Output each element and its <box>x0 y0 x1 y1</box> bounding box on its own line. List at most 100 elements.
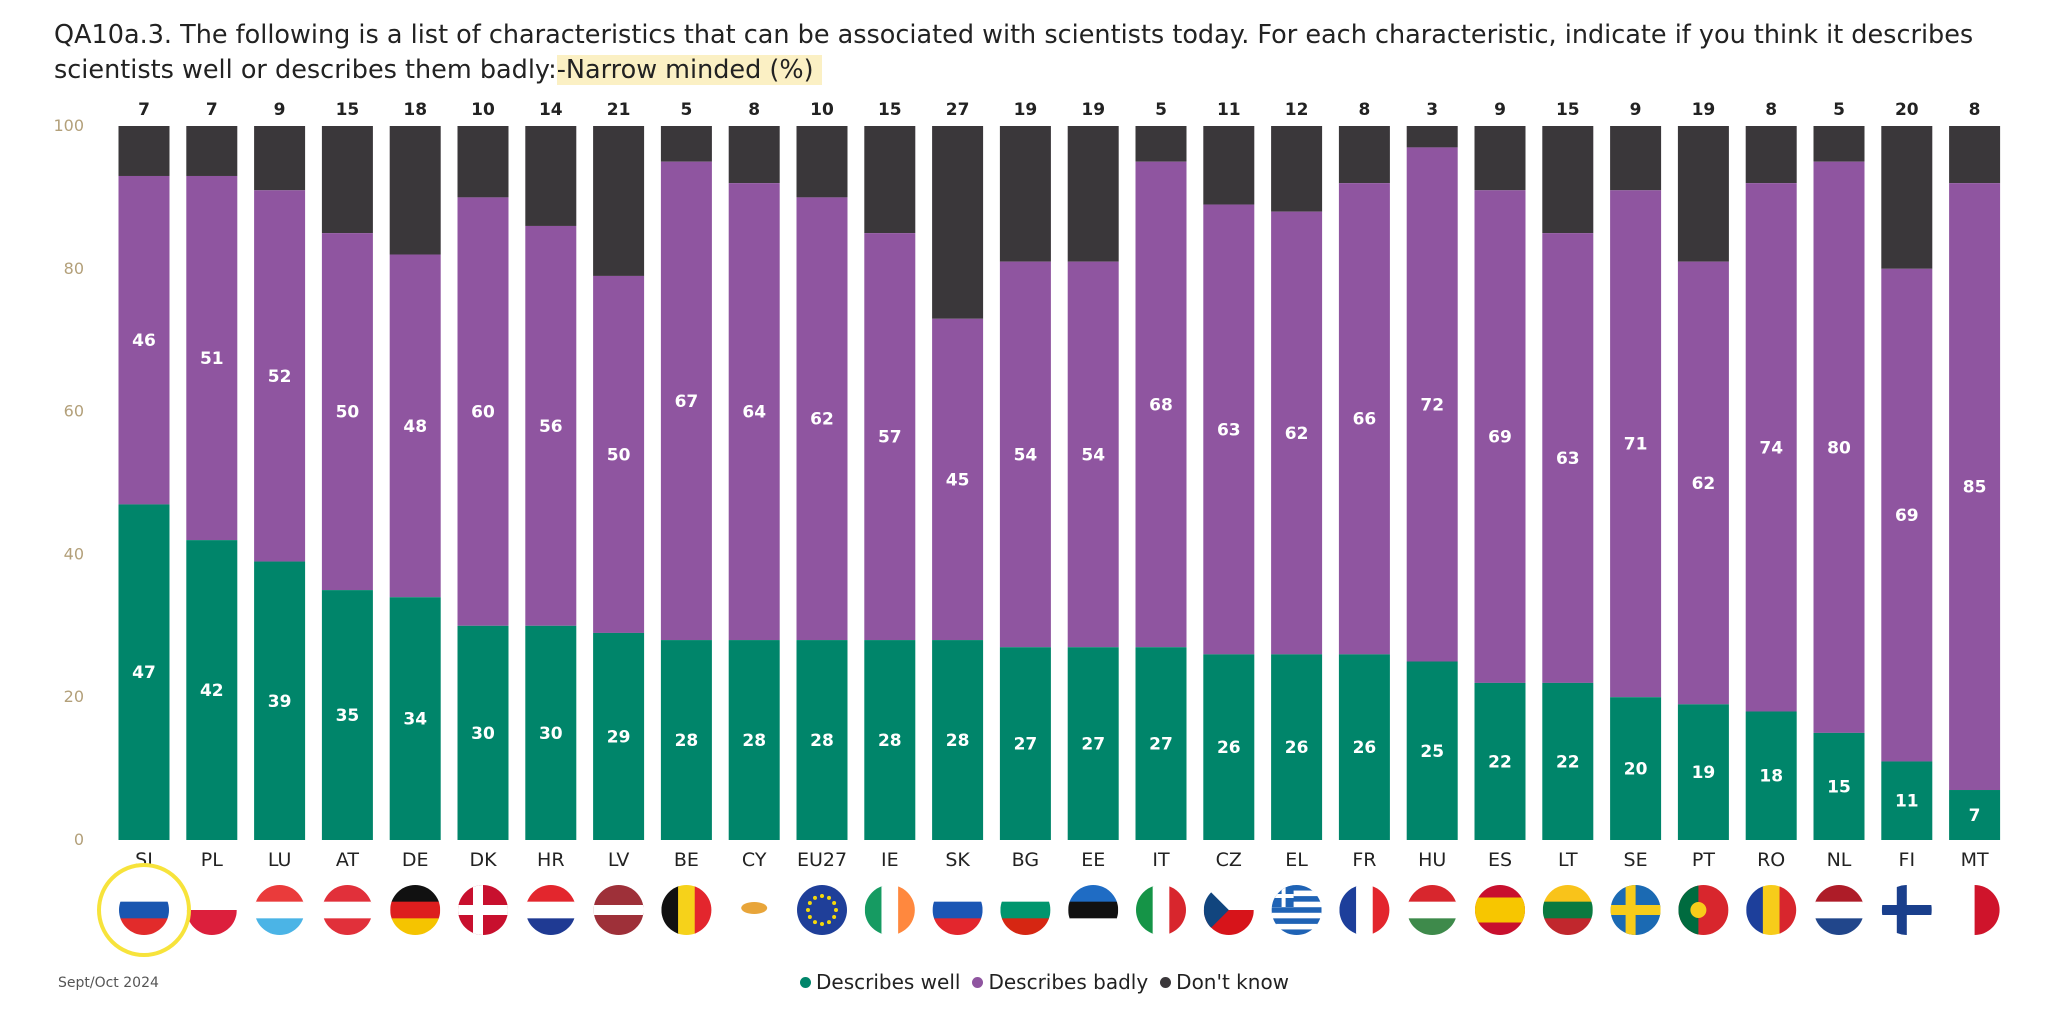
flag-se-icon <box>1610 885 1661 935</box>
bar-well <box>389 597 441 840</box>
bar-dontknow <box>1813 126 1865 162</box>
bar-dontknow <box>1881 126 1933 269</box>
data-label-badly: 74 <box>1759 438 1783 458</box>
bar-badly <box>525 225 577 626</box>
data-label-dontknow: 27 <box>946 100 970 120</box>
bar-well <box>1338 654 1390 840</box>
data-label-well: 26 <box>1217 738 1241 758</box>
flag-sk-icon <box>932 885 983 935</box>
bar-dontknow <box>1406 126 1458 148</box>
bar-well <box>796 640 848 840</box>
data-label-badly: 62 <box>1692 474 1716 494</box>
x-tick-label: AT <box>336 849 360 871</box>
data-label-well: 19 <box>1692 763 1716 783</box>
bar-badly <box>254 190 306 562</box>
flag-nl-icon <box>1814 885 1864 935</box>
x-tick-label: NL <box>1827 849 1852 871</box>
data-label-badly: 71 <box>1624 435 1648 455</box>
title-highlight: -Narrow minded (%) <box>556 55 822 85</box>
bar-dontknow <box>118 126 170 176</box>
x-tick-label: LU <box>268 849 292 871</box>
flag-ee-icon <box>1068 885 1119 935</box>
bar-group-el: 26 62 12 EL <box>1271 100 1323 871</box>
bar-group-lu: 39 52 9 LU <box>254 100 306 871</box>
legend-swatch <box>800 976 811 988</box>
data-label-well: 27 <box>1081 735 1105 755</box>
bar-well <box>1271 654 1323 840</box>
bar-group-lv: 29 50 21 LV <box>593 100 645 871</box>
data-label-badly: 80 <box>1827 438 1851 458</box>
bar-group-se: 20 71 9 SE <box>1610 100 1662 871</box>
data-label-well: 20 <box>1624 760 1648 780</box>
bar-dontknow <box>796 126 848 198</box>
data-label-well: 22 <box>1488 752 1512 772</box>
data-label-well: 27 <box>1014 735 1038 755</box>
bar-well <box>1406 661 1458 840</box>
data-label-badly: 50 <box>336 403 360 423</box>
bar-badly <box>1677 261 1729 705</box>
bar-dontknow <box>389 126 441 255</box>
legend: Describes well Describes badly Don't know <box>800 970 1289 994</box>
bar-well <box>728 640 780 840</box>
data-label-dontknow: 14 <box>539 100 563 120</box>
bar-group-it: 27 68 5 IT <box>1135 100 1187 871</box>
bar-group-cy: 28 64 8 CY <box>728 100 780 871</box>
bar-well <box>1745 711 1797 840</box>
bar-well <box>1949 790 2001 840</box>
flag-hr-icon <box>525 885 576 935</box>
data-label-dontknow: 7 <box>138 100 150 120</box>
flag-bg-icon <box>1000 885 1051 935</box>
bar-dontknow <box>1745 126 1797 184</box>
x-tick-label: HR <box>537 849 565 871</box>
bar-well <box>593 632 645 840</box>
data-label-well: 28 <box>810 731 834 751</box>
bar-dontknow <box>1610 126 1662 191</box>
bar-group-sk: 28 45 27 SK <box>932 100 984 871</box>
bar-badly <box>1610 190 1662 698</box>
y-tick-label: 40 <box>64 544 84 563</box>
data-label-badly: 48 <box>403 417 427 437</box>
bar-well <box>1474 682 1526 840</box>
flag-de-icon <box>390 885 441 935</box>
flag-eu27-icon <box>797 885 847 935</box>
data-label-badly: 62 <box>1285 424 1309 444</box>
bar-well <box>1881 761 1933 840</box>
data-label-well: 22 <box>1556 752 1580 772</box>
x-tick-label: FI <box>1899 849 1916 871</box>
bar-well <box>1067 647 1119 840</box>
bar-badly <box>118 175 170 505</box>
bar-dontknow <box>186 126 238 176</box>
data-label-well: 11 <box>1895 792 1919 812</box>
data-label-dontknow: 9 <box>274 100 286 120</box>
data-label-well: 18 <box>1759 767 1783 787</box>
bar-group-hr: 30 56 14 HR <box>525 100 577 871</box>
bar-dontknow <box>1135 126 1187 162</box>
data-label-badly: 63 <box>1217 420 1241 440</box>
flag-lt-icon <box>1542 885 1593 935</box>
bar-group-ie: 28 57 15 IE <box>864 100 916 871</box>
data-label-badly: 52 <box>268 367 292 387</box>
data-label-badly: 72 <box>1420 395 1444 415</box>
data-label-badly: 66 <box>1353 410 1377 430</box>
flag-si-icon <box>119 885 169 935</box>
bar-dontknow <box>1542 126 1594 234</box>
bar-badly <box>1203 204 1255 655</box>
bar-well <box>1542 682 1594 840</box>
title-text: QA10a.3. The following is a list of char… <box>54 20 1974 85</box>
data-label-dontknow: 15 <box>336 100 360 120</box>
bar-badly <box>186 175 238 541</box>
x-tick-label: BG <box>1012 849 1039 871</box>
data-label-badly: 67 <box>675 392 699 412</box>
data-label-badly: 46 <box>132 331 156 351</box>
data-label-dontknow: 19 <box>1081 100 1105 120</box>
legend-label: Don't know <box>1176 970 1290 994</box>
data-label-badly: 45 <box>946 470 970 490</box>
bar-badly <box>1406 147 1458 662</box>
data-label-badly: 69 <box>1895 506 1919 526</box>
x-tick-label: EU27 <box>797 849 847 871</box>
data-label-well: 28 <box>742 731 766 751</box>
x-tick-label: DK <box>469 849 497 871</box>
bar-badly <box>1813 161 1865 733</box>
data-label-dontknow: 12 <box>1285 100 1309 120</box>
bar-well <box>660 640 712 840</box>
